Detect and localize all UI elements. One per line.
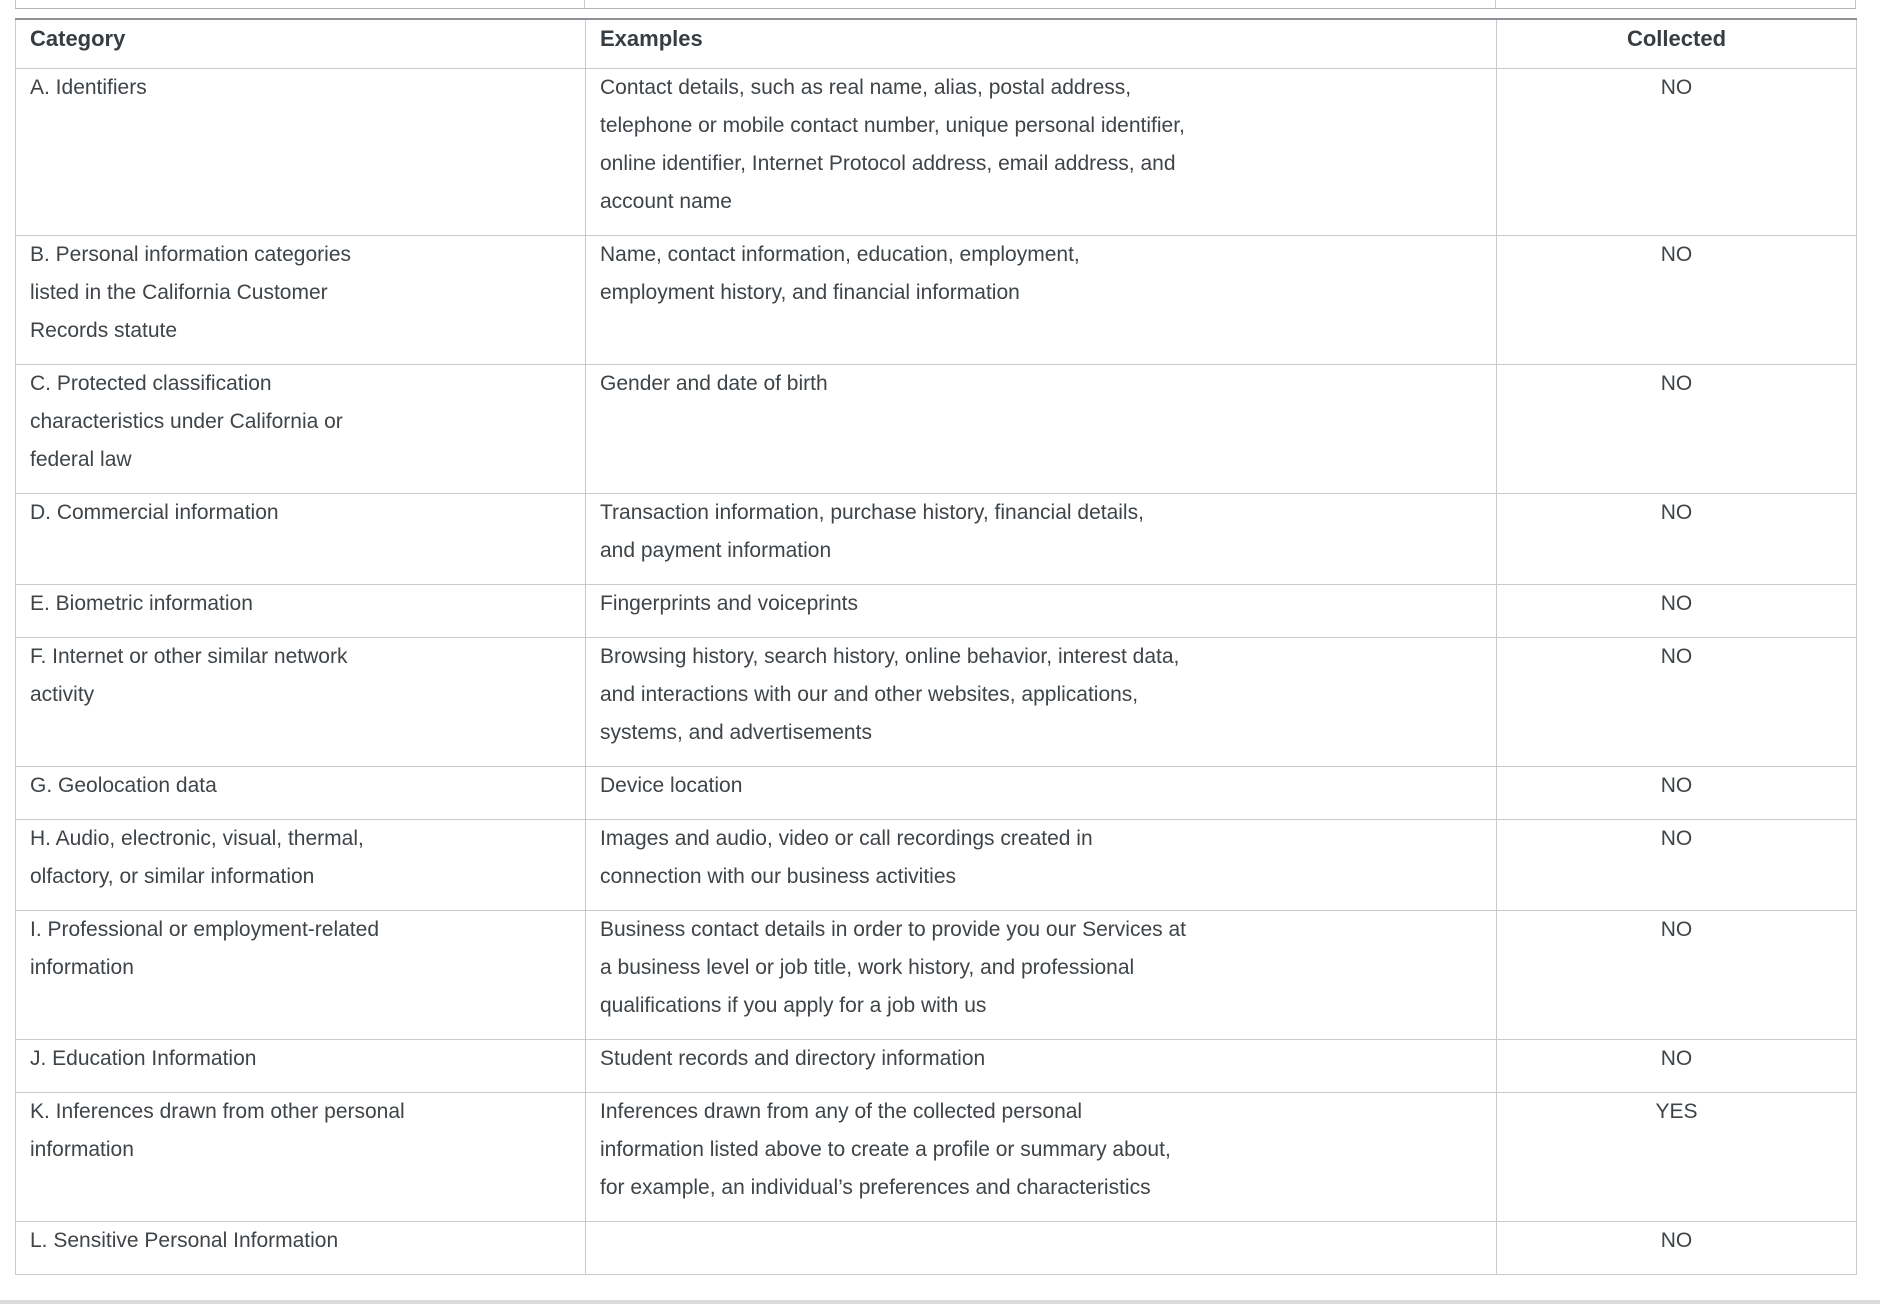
column-header-category: Category	[15, 18, 586, 69]
privacy-table-page: Category Examples Collected A. Identifie…	[15, 0, 1857, 1275]
collected-cell: NO	[1496, 819, 1857, 911]
examples-cell: Device location	[585, 766, 1497, 820]
examples-cell: Transaction information, purchase histor…	[585, 493, 1497, 585]
table-row: C. Protected classification characterist…	[15, 364, 1857, 494]
table-row: D. Commercial information Transaction inf…	[15, 493, 1857, 585]
category-cell: K. Inferences drawn from other personal …	[15, 1092, 586, 1222]
table-row: J. Education Information Student records …	[15, 1039, 1857, 1093]
previous-table-collected-cell-edge	[1496, 0, 1856, 8]
table-row: I. Professional or employment-related in…	[15, 910, 1857, 1040]
collected-cell: YES	[1496, 1092, 1857, 1222]
table-row: F. Internet or other similar network act…	[15, 637, 1857, 767]
column-header-collected: Collected	[1496, 18, 1857, 69]
category-cell: J. Education Information	[15, 1039, 586, 1093]
collected-cell: NO	[1496, 235, 1857, 365]
table-row: B. Personal information categories liste…	[15, 235, 1857, 365]
examples-cell: Images and audio, video or call recordin…	[585, 819, 1497, 911]
header-row: Category Examples Collected	[15, 18, 1857, 69]
page-bottom-divider	[0, 1300, 1880, 1304]
column-header-examples: Examples	[585, 18, 1497, 69]
collected-cell: NO	[1496, 1221, 1857, 1275]
collected-cell: NO	[1496, 364, 1857, 494]
privacy-categories-table: Category Examples Collected A. Identifie…	[15, 18, 1857, 1275]
previous-table-category-cell-edge	[15, 0, 585, 8]
examples-cell: Browsing history, search history, online…	[585, 637, 1497, 767]
collected-cell: NO	[1496, 68, 1857, 236]
collected-cell: NO	[1496, 584, 1857, 638]
collected-cell: NO	[1496, 766, 1857, 820]
category-cell: D. Commercial information	[15, 493, 586, 585]
category-cell: I. Professional or employment-related in…	[15, 910, 586, 1040]
table-row: H. Audio, electronic, visual, thermal, o…	[15, 819, 1857, 911]
category-cell: F. Internet or other similar network act…	[15, 637, 586, 767]
category-cell: E. Biometric information	[15, 584, 586, 638]
category-cell: B. Personal information categories liste…	[15, 235, 586, 365]
category-cell: A. Identifiers	[15, 68, 586, 236]
examples-cell: Business contact details in order to pro…	[585, 910, 1497, 1040]
examples-cell: Fingerprints and voiceprints	[585, 584, 1497, 638]
category-cell: H. Audio, electronic, visual, thermal, o…	[15, 819, 586, 911]
examples-cell: Gender and date of birth	[585, 364, 1497, 494]
category-cell: G. Geolocation data	[15, 766, 586, 820]
examples-cell: Contact details, such as real name, alia…	[585, 68, 1497, 236]
category-cell: C. Protected classification characterist…	[15, 364, 586, 494]
collected-cell: NO	[1496, 910, 1857, 1040]
previous-table-bottom-edge	[15, 0, 1856, 9]
table-row: E. Biometric information Fingerprints and…	[15, 584, 1857, 638]
examples-cell	[585, 1221, 1497, 1275]
examples-cell: Name, contact information, education, em…	[585, 235, 1497, 365]
collected-cell: NO	[1496, 637, 1857, 767]
table-row: K. Inferences drawn from other personal …	[15, 1092, 1857, 1222]
examples-cell: Student records and directory informatio…	[585, 1039, 1497, 1093]
examples-cell: Inferences drawn from any of the collect…	[585, 1092, 1497, 1222]
category-cell: L. Sensitive Personal Information	[15, 1221, 586, 1275]
table-row: G. Geolocation data Device location NO	[15, 766, 1857, 820]
collected-cell: NO	[1496, 1039, 1857, 1093]
previous-table-examples-cell-edge	[585, 0, 1496, 8]
table-row: A. Identifiers Contact details, such as r…	[15, 68, 1857, 236]
table-row: L. Sensitive Personal Information NO	[15, 1221, 1857, 1275]
collected-cell: NO	[1496, 493, 1857, 585]
